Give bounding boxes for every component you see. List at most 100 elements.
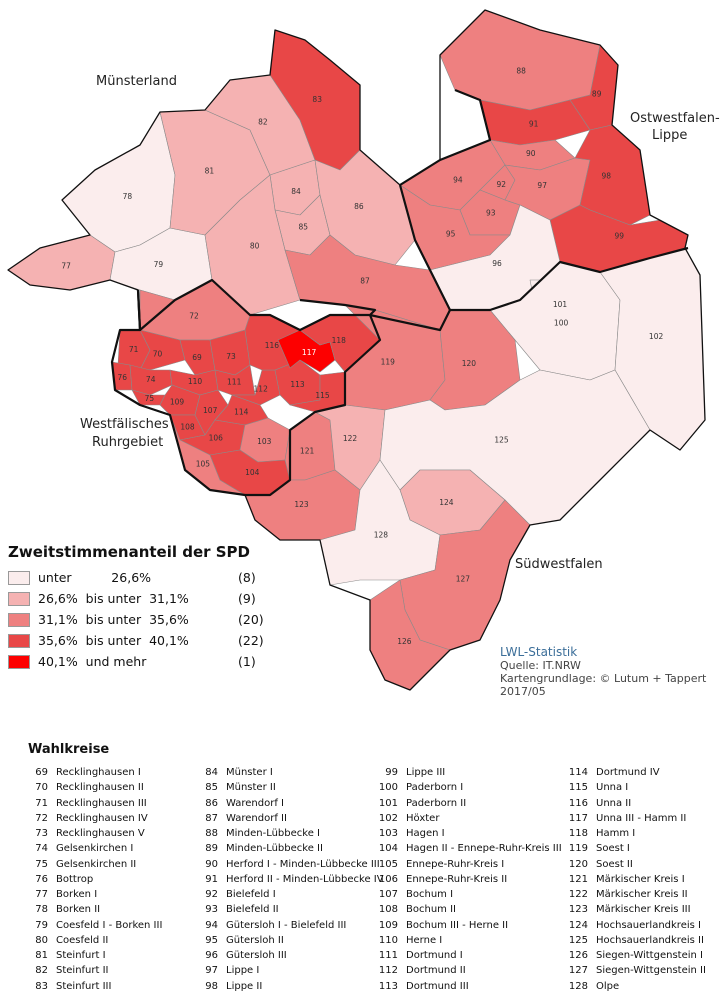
credits-date: 2017/05 <box>500 685 546 698</box>
legend-title: Zweitstimmenanteil der SPD <box>8 543 250 561</box>
wahlkreis-name: Hamm I <box>596 828 636 839</box>
wahlkreis-item: 121 Märkischer Kreis I <box>568 872 706 887</box>
district-label-86: 86 <box>354 202 364 211</box>
wahlkreis-name: Hagen I <box>406 828 445 839</box>
wahlkreis-name: Höxter <box>406 812 440 824</box>
wahlkreis-name: Gelsenkirchen II <box>56 858 137 870</box>
wahlkreis-name: Herford II - Minden-Lübbecke IV <box>226 873 384 885</box>
district-label-80: 80 <box>250 242 260 251</box>
wahlkreis-name: Märkischer Kreis I <box>596 873 685 885</box>
district-label-128: 128 <box>374 531 389 540</box>
wahlkreis-number: 72 <box>35 812 48 824</box>
district-98[interactable] <box>574 124 651 226</box>
legend-count: (20) <box>238 612 264 627</box>
legend-row: 40,1% und mehr (1) <box>8 651 268 672</box>
wahlkreis-name: Münster I <box>226 767 273 778</box>
district-label-115: 115 <box>315 391 330 400</box>
district-label-116: 116 <box>265 341 280 350</box>
district-128[interactable] <box>319 459 441 586</box>
wahlkreis-item: 93 Bielefeld II <box>198 902 384 917</box>
wahlkreis-number: 81 <box>35 950 48 961</box>
district-label-89: 89 <box>592 89 602 98</box>
district-label-90: 90 <box>526 149 536 158</box>
wahlkreis-number: 101 <box>378 797 398 809</box>
district-label-79: 79 <box>154 260 164 269</box>
wahlkreis-item: 75 Gelsenkirchen II <box>28 857 162 872</box>
wahlkreise-column: 84 Münster I 85 Münster II 86 Warendorf I 87 Wa… <box>198 765 384 994</box>
wahlkreis-name: Herne I <box>406 934 443 946</box>
district-88[interactable] <box>439 9 601 111</box>
wahlkreis-number: 78 <box>35 904 48 916</box>
wahlkreis-number: 118 <box>568 828 588 839</box>
wahlkreis-number: 91 <box>205 873 218 885</box>
district-86[interactable] <box>314 149 416 266</box>
wahlkreis-number: 122 <box>568 889 588 900</box>
wahlkreis-item: 106 Ennepe-Ruhr-Kreis II <box>378 872 562 887</box>
wahlkreis-number: 105 <box>378 858 398 870</box>
district-78[interactable] <box>61 111 176 253</box>
wahlkreis-number: 85 <box>205 782 218 794</box>
credits-source: Quelle: IT.NRW <box>500 659 581 672</box>
wahlkreis-number: 108 <box>378 904 398 916</box>
district-label-95: 95 <box>446 229 456 238</box>
district-label-106: 106 <box>209 434 224 443</box>
wahlkreis-item: 113 Dortmund III <box>378 979 562 994</box>
wahlkreis-item: 101 Paderborn II <box>378 796 562 811</box>
wahlkreis-number: 83 <box>35 980 48 992</box>
district-label-127: 127 <box>456 574 471 583</box>
wahlkreis-item: 85 Münster II <box>198 780 384 795</box>
wahlkreis-name: Coesfeld II <box>56 934 109 946</box>
district-label-119: 119 <box>381 357 396 366</box>
wahlkreis-name: Ennepe-Ruhr-Kreis I <box>406 858 505 870</box>
legend-label: 40,1% und mehr <box>38 654 147 669</box>
wahlkreis-item: 91 Herford II - Minden-Lübbecke IV <box>198 872 384 887</box>
wahlkreis-number: 88 <box>205 828 218 839</box>
wahlkreis-item: 89 Minden-Lübbecke II <box>198 841 384 856</box>
legend: Zweitstimmenanteil der SPD unter 26,6% (8… <box>8 543 268 672</box>
district-label-109: 109 <box>170 398 185 407</box>
legend-count: (9) <box>238 591 256 606</box>
wahlkreis-item: 125 Hochsauerlandkreis II <box>568 933 706 948</box>
wahlkreis-name: Unna III - Hamm II <box>596 812 687 824</box>
wahlkreis-name: Lippe I <box>226 965 260 977</box>
region-border-south <box>369 309 451 332</box>
district-label-98: 98 <box>602 171 612 180</box>
wahlkreis-item: 69 Recklinghausen I <box>28 765 162 780</box>
wahlkreis-item: 118 Hamm I <box>568 826 706 841</box>
district-label-99: 99 <box>615 232 625 241</box>
wahlkreis-number: 107 <box>378 889 398 900</box>
wahlkreise-column: 114 Dortmund IV 115 Unna I 116 Unna II 117 Unna… <box>568 765 706 994</box>
wahlkreis-number: 70 <box>35 782 48 794</box>
wahlkreis-number: 97 <box>205 965 218 977</box>
wahlkreis-name: Borken II <box>56 904 101 916</box>
wahlkreis-item: 71 Recklinghausen III <box>28 796 162 811</box>
wahlkreis-number: 84 <box>205 767 218 778</box>
credits-org: LWL-Statistik <box>500 645 578 659</box>
wahlkreis-item: 126 Siegen-Wittgenstein I <box>568 948 706 963</box>
legend-row: 26,6% bis unter 31,1% (9) <box>8 588 268 609</box>
legend-label: unter 26,6% <box>38 570 152 585</box>
wahlkreis-name: Herford I - Minden-Lübbecke III <box>226 858 380 870</box>
wahlkreis-number: 93 <box>205 904 218 916</box>
district-label-102: 102 <box>649 332 664 341</box>
district-label-118: 118 <box>332 336 347 345</box>
wahlkreis-number: 113 <box>378 980 398 992</box>
election-map: 69 70 71 72 73 74 75 76 77 78 79 80 81 82 83 84 85 86 87 88… <box>7 9 720 691</box>
wahlkreis-name: Recklinghausen I <box>56 767 141 778</box>
wahlkreis-item: 86 Warendorf I <box>198 796 384 811</box>
wahlkreis-number: 102 <box>378 812 398 824</box>
wahlkreis-item: 108 Bochum II <box>378 902 562 917</box>
wahlkreis-name: Soest II <box>596 858 633 870</box>
wahlkreis-name: Hagen II - Ennepe-Ruhr-Kreis III <box>406 843 562 855</box>
legend-count: (1) <box>238 654 256 669</box>
wahlkreis-name: Coesfeld I - Borken III <box>56 919 163 931</box>
district-label-88: 88 <box>516 67 526 76</box>
district-label-107: 107 <box>203 406 218 415</box>
wahlkreis-item: 84 Münster I <box>198 765 384 780</box>
wahlkreis-name: Steinfurt I <box>56 950 106 961</box>
westfalen-outline <box>7 9 706 691</box>
wahlkreis-name: Siegen-Wittgenstein I <box>596 950 703 961</box>
wahlkreis-item: 107 Bochum I <box>378 887 562 902</box>
wahlkreis-name: Hochsauerlandkreis I <box>596 919 701 931</box>
wahlkreis-item: 110 Herne I <box>378 933 562 948</box>
